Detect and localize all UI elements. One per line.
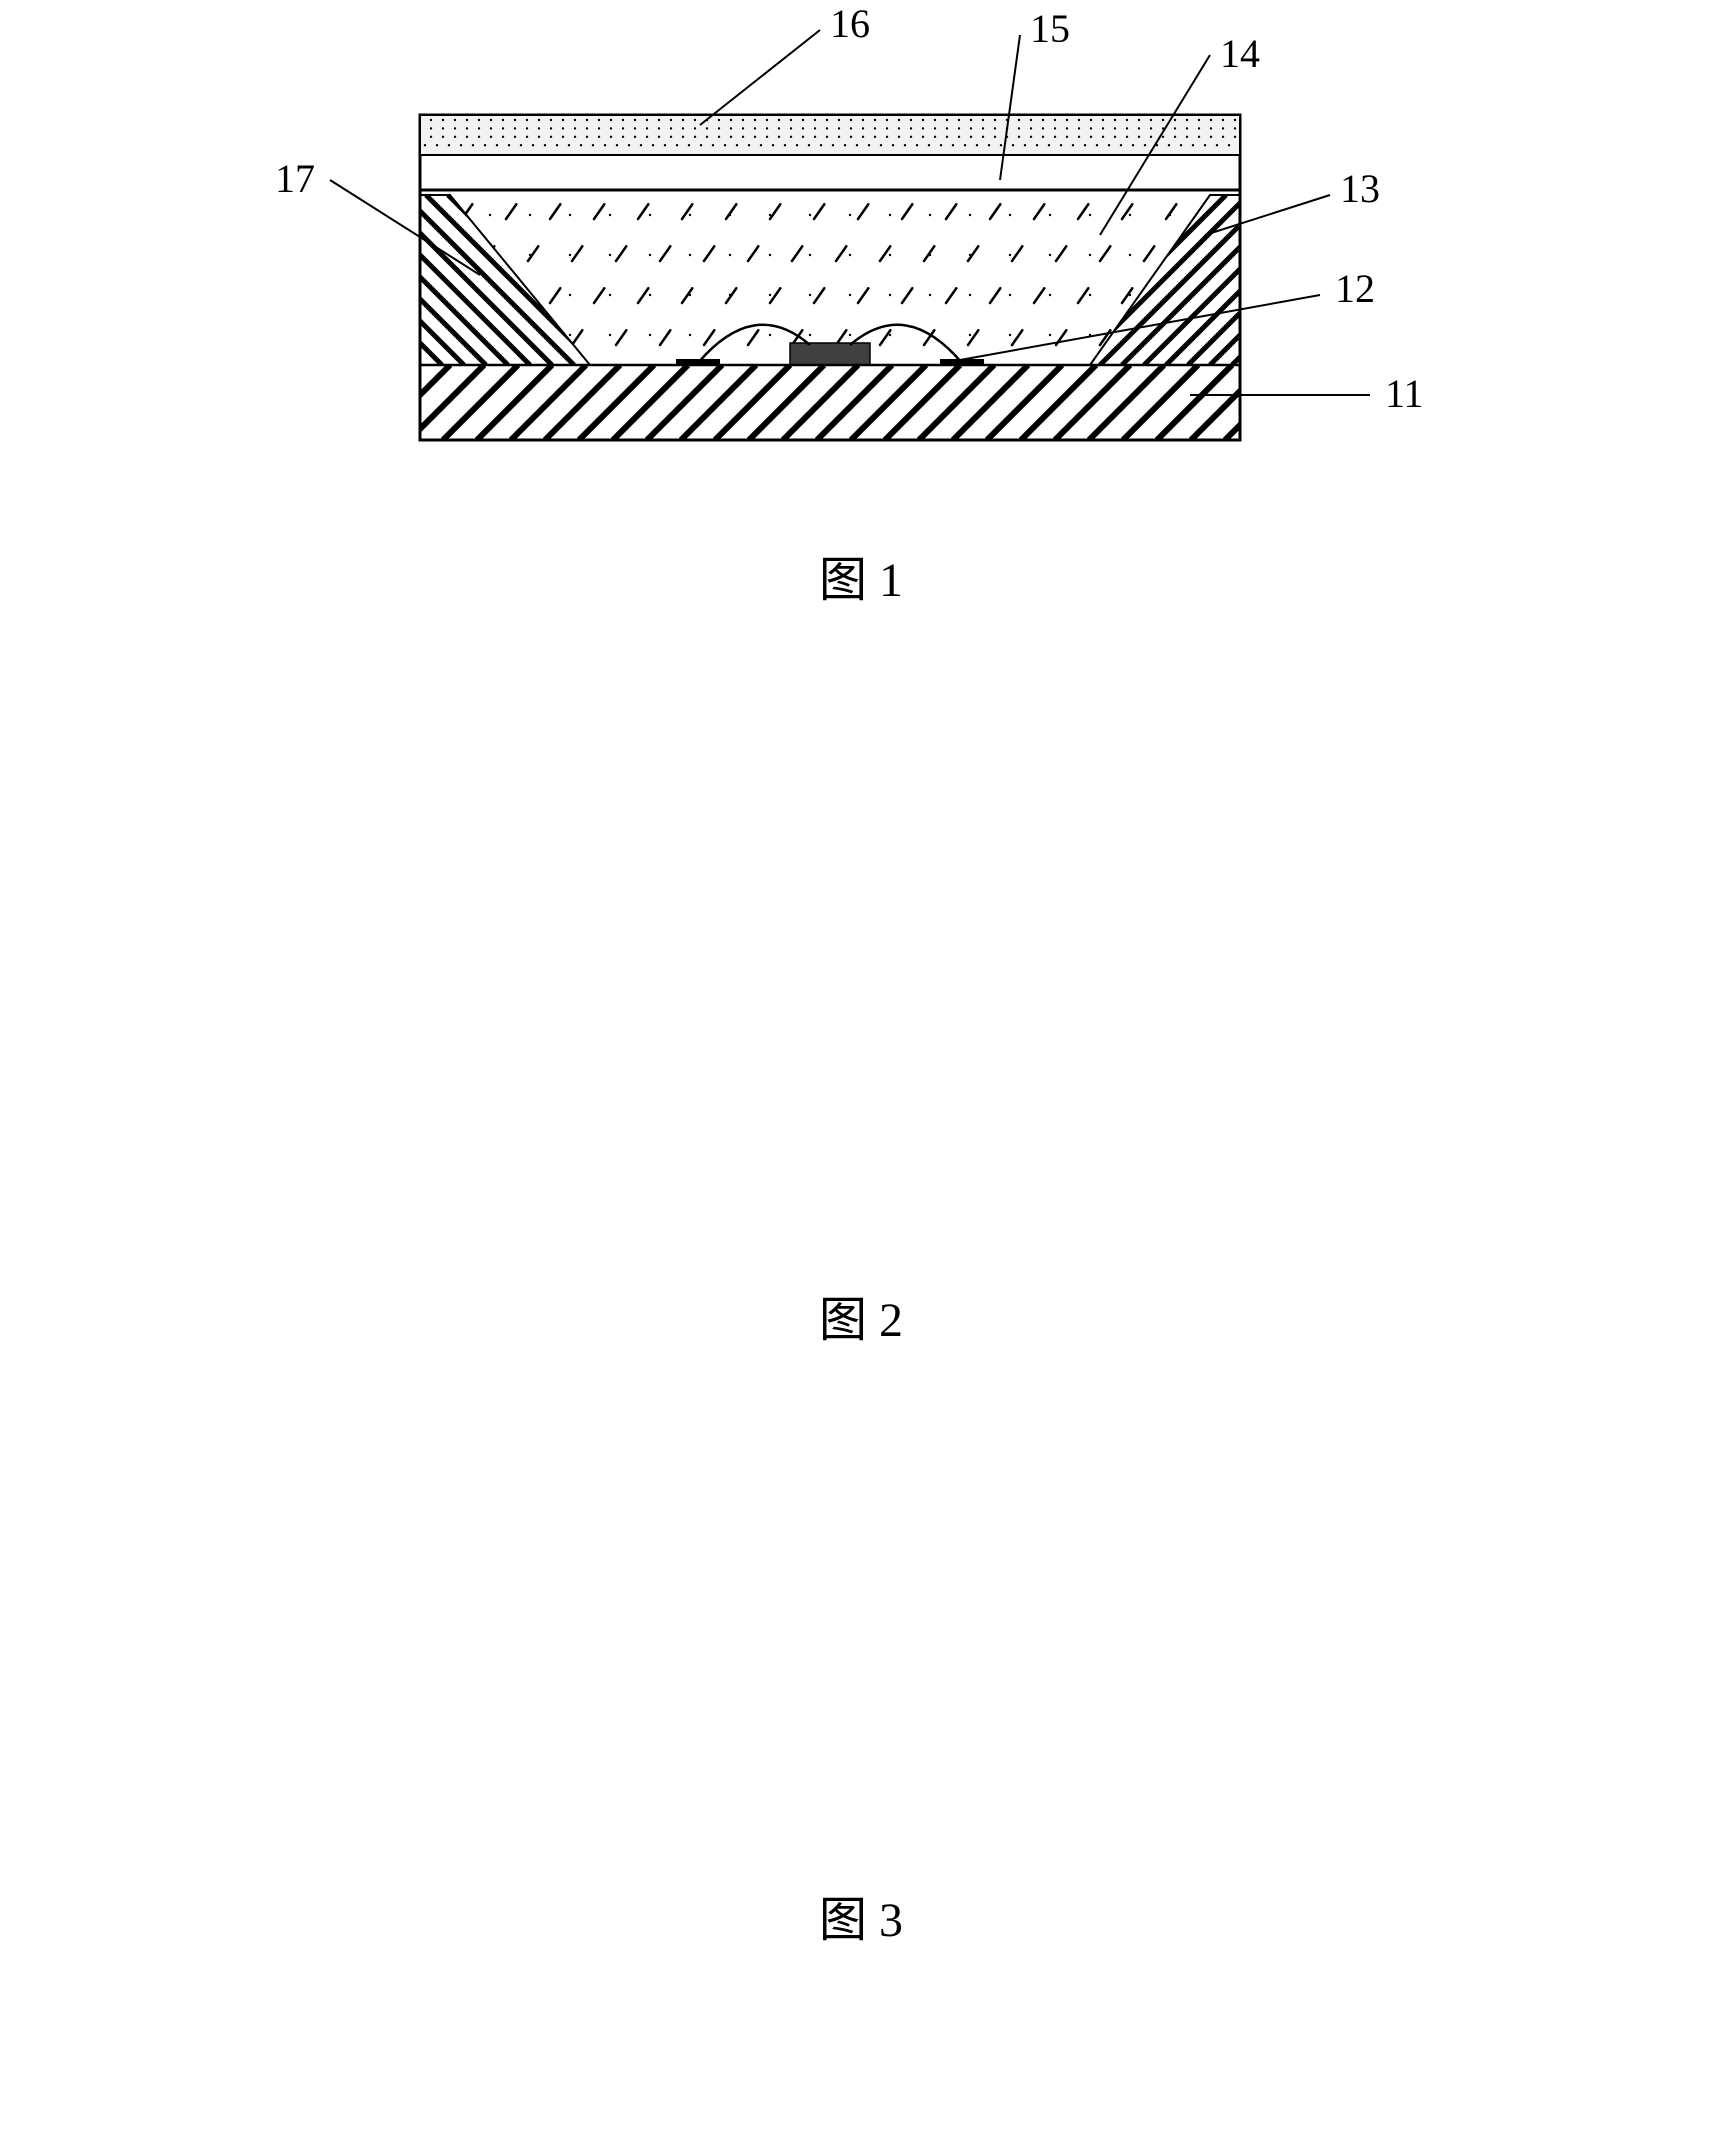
figure-3 <box>0 0 1722 1820</box>
figure-3-caption: 图 3 <box>0 1880 1722 1950</box>
page: 11121314151617 图 1 图 2 图 3 <box>0 0 1722 2134</box>
